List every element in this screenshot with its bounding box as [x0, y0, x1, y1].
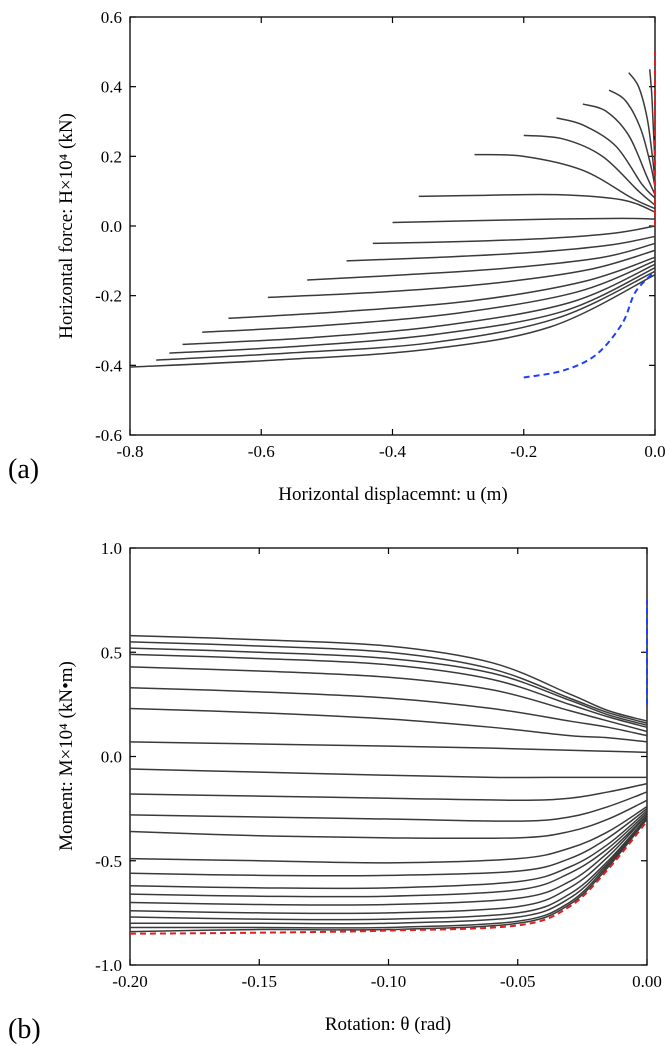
x-axis-ticks-a: -0.8 -0.6 -0.4 -0.2 0.0-0.6-0.4-0.20.00.20.4… [95, 8, 666, 461]
panel-label-a: (a) [8, 454, 39, 485]
series-line-b-20 [129, 816, 648, 925]
x-tick-label: -0.2 [510, 442, 537, 461]
series-line-b-4 [129, 653, 648, 729]
series-group-b [129, 634, 648, 933]
series-line-a-8 [418, 193, 656, 213]
series-line-b-8 [129, 741, 648, 754]
x-tick-label: 0.00 [632, 972, 662, 991]
envelope-group-a [523, 51, 657, 379]
series-line-a-6 [523, 134, 656, 206]
x-tick-label: -0.20 [112, 972, 147, 991]
x-tick-label: -0.05 [500, 972, 535, 991]
series-line-b-17 [129, 814, 648, 906]
series-line-a-11 [346, 235, 656, 262]
y-tick-label: -0.2 [95, 287, 122, 306]
y-tick-label: 0.5 [101, 643, 122, 662]
y-tick-label: -1.0 [95, 956, 122, 975]
x-axis-title-a: Horizontal displacemnt: u (m) [278, 484, 508, 505]
x-tick-label: -0.6 [248, 442, 275, 461]
series-line-b-15 [129, 810, 648, 890]
panel-b: -0.20 -0.15 -0.10 -0.05 0.00 -1.0 -0.5 0.0 0.5 1.… [8, 539, 662, 1045]
series-line-b-3 [129, 647, 648, 726]
series-line-b-1 [129, 634, 648, 722]
series-line-a-14 [228, 256, 656, 320]
panel-label-b: (b) [8, 1014, 41, 1045]
series-line-a-7 [474, 153, 656, 210]
series-line-a-10 [372, 225, 656, 245]
series-line-b-2 [129, 641, 648, 724]
series-line-b-10 [129, 782, 648, 802]
series-line-b-12 [129, 799, 648, 840]
series-line-a-13 [267, 249, 656, 299]
x-tick-label: -0.10 [371, 972, 406, 991]
x-tick-label: -0.15 [242, 972, 277, 991]
series-group-a [129, 69, 656, 368]
series-line-b-22 [129, 818, 648, 933]
envelope-line-b-1 [129, 820, 648, 935]
series-line-b-11 [129, 791, 648, 822]
y-axis-title-a: Horizontal force: H×10⁴ (kN) [56, 113, 77, 339]
series-line-a-12 [307, 242, 656, 281]
series-line-b-16 [129, 812, 648, 898]
y-tick-label: 0.0 [101, 217, 122, 236]
series-line-b-13 [129, 805, 648, 864]
series-line-a-16 [182, 263, 656, 346]
series-line-b-6 [129, 686, 648, 737]
series-line-b-5 [129, 666, 648, 733]
x-axis-ticks-b: -0.20 -0.15 -0.10 -0.05 0.00 -1.0 -0.5 0.0 0.5 1.… [95, 539, 662, 991]
panel-a: -0.8 -0.6 -0.4 -0.2 0.0-0.6-0.4-0.20.00.20.4… [8, 8, 666, 505]
series-line-a-5 [556, 117, 656, 199]
series-line-a-19 [129, 274, 656, 368]
envelope-group-b [129, 600, 648, 935]
series-line-a-2 [628, 72, 656, 181]
y-axis-title-b: Moment: M×10⁴ (kN•m) [56, 661, 77, 851]
series-line-a-18 [156, 270, 656, 361]
x-tick-label: -0.4 [379, 442, 406, 461]
y-tick-label: -0.6 [95, 426, 122, 445]
plot-frame-a [129, 16, 656, 436]
series-line-a-1 [649, 69, 656, 171]
x-tick-label: 0.0 [644, 442, 665, 461]
series-line-b-21 [130, 818, 648, 929]
series-line-b-14 [129, 808, 648, 877]
y-tick-label: 0.0 [101, 748, 122, 767]
y-tick-label: 0.6 [101, 8, 122, 27]
series-line-b-19 [129, 816, 648, 921]
series-line-a-9 [392, 217, 656, 224]
series-line-b-7 [129, 707, 648, 743]
series-line-a-3 [608, 89, 656, 188]
y-tick-label: -0.5 [95, 852, 122, 871]
x-tick-label: -0.8 [117, 442, 144, 461]
series-line-b-18 [129, 814, 648, 915]
series-line-a-17 [169, 267, 656, 354]
series-line-b-9 [129, 768, 647, 779]
y-tick-label: 0.4 [101, 78, 123, 97]
x-axis-title-b: Rotation: θ (rad) [325, 1014, 451, 1035]
y-tick-label: -0.4 [95, 356, 122, 375]
series-line-a-15 [202, 260, 656, 333]
y-tick-label: 1.0 [101, 539, 122, 558]
series-line-a-4 [582, 103, 656, 195]
y-tick-label: 0.2 [101, 147, 122, 166]
envelope-line-a-1 [523, 270, 656, 379]
